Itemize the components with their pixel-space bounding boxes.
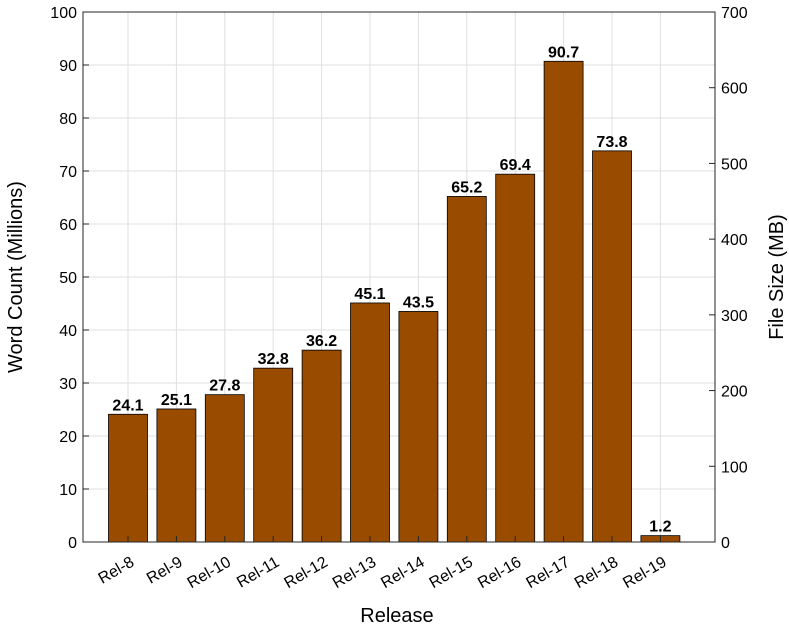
bar-rel-14: [398, 311, 439, 543]
y-tick-label: 30: [59, 376, 77, 393]
y-tick-label: 60: [59, 217, 77, 234]
data-label: 24.1: [112, 397, 143, 414]
x-tick-label: Rel-15: [427, 554, 476, 592]
y-tick-label: 10: [59, 482, 77, 499]
bar-rel-8: [108, 413, 148, 543]
y2-tick-label: 300: [721, 308, 748, 325]
bar-rel-11: [253, 367, 294, 543]
x-tick-label: Rel-10: [185, 554, 234, 592]
y2-tick-label: 400: [721, 232, 748, 249]
y2-axis-title: File Size (MB): [766, 214, 788, 340]
x-tick-label: Rel-12: [281, 554, 330, 592]
data-label: 45.1: [354, 286, 385, 303]
y-tick-label: 70: [59, 164, 77, 181]
x-tick-label: Rel-19: [620, 554, 669, 592]
x-tick-label: Rel-17: [523, 554, 572, 592]
bar-rel-10: [204, 394, 245, 543]
x-tick-label: Rel-8: [96, 554, 138, 588]
data-label: 73.8: [596, 134, 627, 151]
x-axis-title: Release: [360, 605, 433, 627]
y2-tick-label: 0: [721, 535, 730, 552]
data-label: 25.1: [161, 392, 192, 409]
y2-tick-label: 500: [721, 156, 748, 173]
bar-rel-13: [350, 302, 390, 543]
data-label: 36.2: [306, 333, 337, 350]
y2-tick-label: 100: [721, 459, 748, 476]
y2-tick-label: 600: [721, 81, 748, 98]
data-label: 1.2: [649, 519, 671, 536]
bar-rel-18: [592, 150, 632, 543]
bar-rel-9: [156, 408, 197, 543]
y-tick-label: 50: [59, 270, 77, 287]
bar-rel-12: [301, 349, 342, 543]
y-tick-label: 80: [59, 111, 77, 128]
data-label: 65.2: [451, 179, 482, 196]
data-label: 90.7: [548, 44, 579, 61]
x-tick-label: Rel-9: [144, 554, 186, 588]
x-tick-label: Rel-13: [330, 554, 379, 592]
x-tick-label: Rel-14: [378, 554, 427, 592]
y-tick-label: 0: [68, 535, 77, 552]
data-label: 27.8: [209, 378, 240, 395]
bar-rel-15: [446, 196, 487, 543]
data-label: 69.4: [500, 157, 531, 174]
bar-rel-17: [543, 60, 584, 543]
y2-tick-label: 700: [721, 5, 748, 22]
x-tick-label: Rel-11: [234, 554, 282, 592]
bars: [108, 60, 681, 543]
y-tick-label: 90: [59, 58, 77, 75]
data-labels: 24.1 25.1 27.8 32.8 36.2 45.1 43.5 65.2 69.4 90.7…: [112, 44, 671, 535]
y2-tick-label: 200: [721, 384, 748, 401]
data-label: 43.5: [403, 294, 434, 311]
y-tick-label: 40: [59, 323, 77, 340]
x-tick-label: Rel-18: [572, 554, 621, 592]
data-label: 32.8: [258, 351, 289, 368]
x-tick-label: Rel-16: [475, 554, 524, 592]
y-axis-title: Word Count (Millions): [5, 181, 27, 373]
bar-rel-16: [495, 173, 536, 543]
y-tick-label: 20: [59, 429, 77, 446]
y-tick-label: 100: [50, 5, 77, 22]
